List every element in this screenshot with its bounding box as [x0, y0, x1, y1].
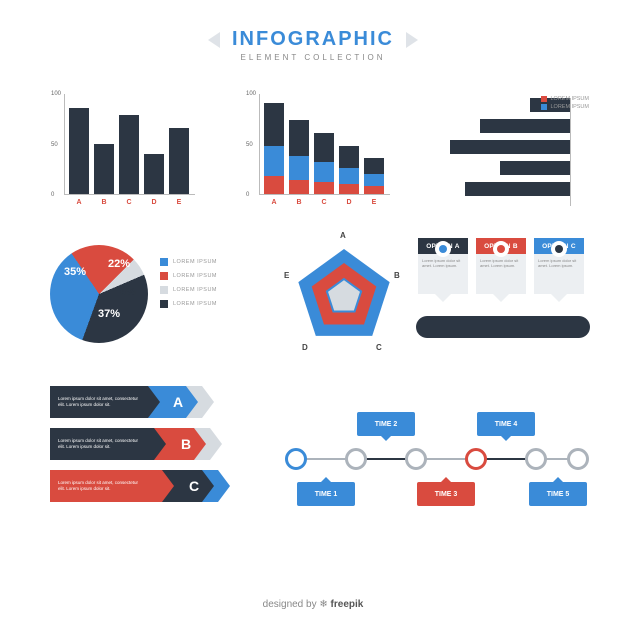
footer-credit: designed by ❄ freepik: [0, 599, 626, 610]
hbar: [500, 161, 570, 175]
hbar-chart: LOREM IPSUM LOREM IPSUM: [435, 98, 585, 206]
radar-chart: ABCDE: [284, 235, 404, 355]
bar: [119, 115, 139, 194]
brand-icon: ❄: [319, 599, 327, 610]
radar-axis-label: E: [284, 271, 289, 280]
option-node: [493, 241, 509, 257]
arrow-letter: C: [178, 470, 210, 502]
option-boxes: OPTION ALorem ipsum dolor sit amet. Lore…: [418, 238, 588, 358]
bar: [169, 128, 189, 194]
timeline-node: [525, 448, 547, 470]
timeline-node: [345, 448, 367, 470]
pie-pct: 6%: [120, 286, 136, 298]
hbar: [465, 182, 570, 196]
radar-axis-label: A: [340, 231, 346, 240]
radar-axis-label: B: [394, 271, 400, 280]
bar-chart-simple: 050100ABCDE: [50, 94, 195, 209]
timeline-label: TIME 5: [529, 482, 587, 506]
arrow-row: Lorem ipsum dolor sit amet, consectetur …: [50, 428, 240, 460]
radar-axis-label: D: [302, 343, 308, 352]
option-node: [435, 241, 451, 257]
bar: [94, 144, 114, 195]
timeline-label: TIME 3: [417, 482, 475, 506]
pie-pct: 22%: [108, 258, 130, 270]
arrow-row: Lorem ipsum dolor sit amet, consectetur …: [50, 470, 240, 502]
pie-chart: 35% 22% 6%37% LOREM IPSUMLOREM IPSUMLOREM …: [50, 240, 250, 350]
hbar: [450, 140, 570, 154]
timeline: TIME 1 TIME 2 TIME 3 TIME 4 TIME 5: [278, 390, 588, 525]
option-track: [416, 316, 590, 338]
timeline-node: [465, 448, 487, 470]
radar-axis-label: C: [376, 343, 382, 352]
arrow-row: Lorem ipsum dolor sit amet, consectetur …: [50, 386, 240, 418]
pie-pct: 35%: [64, 266, 86, 278]
timeline-node: [567, 448, 589, 470]
option-node: [551, 241, 567, 257]
timeline-label: TIME 1: [297, 482, 355, 506]
bar: [144, 154, 164, 194]
pie-pct: 37%: [98, 308, 120, 320]
timeline-label: TIME 4: [477, 412, 535, 436]
timeline-label: TIME 2: [357, 412, 415, 436]
timeline-node: [285, 448, 307, 470]
hbar: [480, 119, 570, 133]
pie-legend: LOREM IPSUMLOREM IPSUMLOREM IPSUMLOREM I…: [160, 258, 217, 314]
arrow-list: Lorem ipsum dolor sit amet, consectetur …: [50, 386, 240, 526]
bar: [69, 108, 89, 194]
timeline-node: [405, 448, 427, 470]
hbar-legend: LOREM IPSUM LOREM IPSUM: [541, 96, 589, 110]
bar-chart-stacked: 050100ABCDE: [245, 94, 390, 209]
arrow-letter: B: [170, 428, 202, 460]
arrow-letter: A: [162, 386, 194, 418]
